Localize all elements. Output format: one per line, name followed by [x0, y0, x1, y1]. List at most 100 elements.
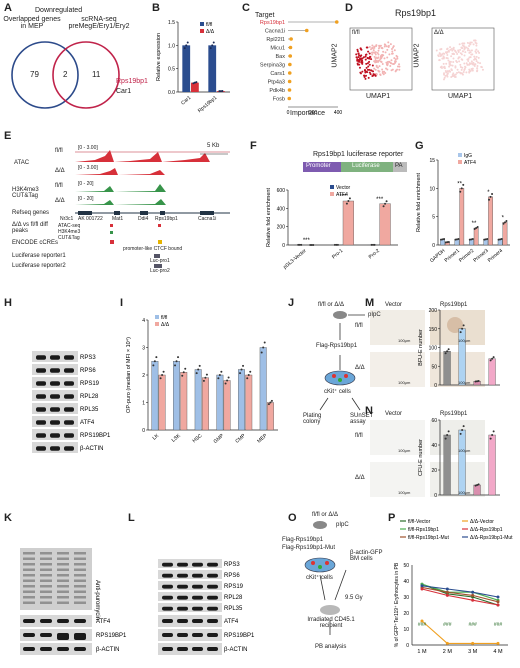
legend-label: Δ/Δ-Rps19bp1-Mut: [470, 535, 513, 541]
panel-c-axes: Rps19bp1 Cacna1i Rpl22l1 Micu1 Bax Serpina3g C…: [260, 20, 342, 116]
umap2-label-right: UMAP2: [413, 43, 421, 68]
bar: [473, 227, 479, 246]
lollipop-head: [289, 37, 293, 41]
legend-label: fl/fl: [206, 22, 212, 28]
umap-cell: [452, 46, 455, 49]
protein-band: [23, 619, 35, 623]
data-point: [462, 425, 465, 428]
umap-cell: [384, 72, 387, 75]
sig-mark: *: [487, 190, 490, 196]
umap-cell: [479, 62, 482, 65]
umap-cell: [461, 44, 464, 47]
umap-cell: [392, 63, 395, 66]
umap-cell: [396, 57, 399, 60]
pa-text: PA: [395, 163, 403, 169]
panel-label-n: N: [365, 405, 373, 417]
track-refseq: Refseq genes: [12, 210, 50, 216]
blot-strip: [20, 615, 92, 627]
umap-cell: [364, 55, 367, 58]
data-point: [373, 243, 376, 246]
umap-cell: [477, 50, 480, 53]
x-tick-label: pGL3-Vector: [282, 248, 308, 271]
data-point: [459, 190, 462, 193]
blot-label: ATF4: [96, 619, 111, 625]
protein-band: [50, 433, 60, 438]
data-point: [246, 377, 249, 380]
protein-label: RPS3: [80, 355, 96, 361]
panel-label-j: J: [288, 297, 295, 309]
umap-cell: [368, 46, 371, 49]
y-tick-label: 15: [429, 158, 435, 164]
feature-label: Rpl22l1: [266, 37, 285, 43]
umap-cell: [394, 58, 397, 61]
umap-cell: [393, 49, 396, 52]
smear-band: [23, 557, 35, 560]
bar: [502, 222, 508, 246]
y-axis-label: OP-puro (median of MFI × 10⁴): [125, 337, 132, 413]
diff-atac: ATAC-seq: [58, 223, 81, 229]
umap-cell: [360, 57, 363, 60]
h3k4me3-dd-peaks: [75, 199, 230, 205]
umap-cell: [356, 58, 359, 61]
umap-cell: [448, 65, 451, 68]
y-axis-label: % of GFP⁺Ter119⁺ Erythrocytes in PB: [394, 562, 400, 647]
protein-band: [177, 633, 188, 637]
smear-band: [74, 574, 86, 577]
data-point: [468, 238, 471, 241]
umap-cell: [476, 67, 479, 70]
protein-band: [40, 633, 52, 637]
umap-cell: [393, 57, 396, 60]
legend-swatch: [330, 192, 334, 196]
data-point: [491, 357, 494, 360]
data-point: [497, 238, 500, 241]
umap-cell: [475, 48, 478, 51]
umap-cell: [368, 63, 371, 66]
feature-label: Micu1: [270, 46, 285, 52]
umap-cell: [439, 54, 442, 57]
x-tick-label: Primer2: [458, 248, 475, 264]
umap-cell: [451, 52, 454, 55]
data-point: [372, 243, 375, 246]
umap-cell: [478, 51, 481, 54]
series-line: [421, 586, 499, 603]
umap-cell: [470, 49, 473, 52]
umap-cell: [385, 63, 388, 66]
protein-band: [192, 573, 203, 578]
sig-mark: ###: [443, 622, 452, 628]
blot-strip: [158, 643, 222, 655]
bar: [194, 369, 202, 431]
protein-label: RPL28: [224, 595, 243, 601]
smear-band: [74, 552, 86, 555]
data-point: [193, 81, 196, 84]
lollipop-head: [304, 28, 309, 33]
data-point: [209, 47, 212, 50]
protein-band: [162, 562, 173, 567]
umap-cell: [456, 61, 459, 64]
umap-cell: [474, 50, 477, 53]
bar: [443, 434, 451, 496]
protein-band: [23, 633, 35, 637]
y-axis-label: Relative expression: [156, 33, 162, 81]
data-point: [240, 368, 243, 371]
protein-band: [40, 619, 52, 623]
protein-band: [36, 420, 46, 425]
umap-cell: [446, 47, 449, 50]
umap-cell: [366, 62, 369, 65]
bar: [180, 372, 188, 431]
legend-label: Δ/Δ: [206, 29, 215, 35]
blot-l: RPS3 RPS6 RPS19 RPL28 RPL35 ATF4 RPS19BP1 β-ACT…: [158, 559, 255, 655]
series-point: [445, 641, 449, 645]
umap-cell: [452, 61, 455, 64]
bar: [245, 374, 253, 431]
smear-band: [40, 590, 52, 593]
data-point: [459, 331, 462, 334]
venn-left-count: 79: [30, 70, 39, 79]
legend-label: Vector: [336, 185, 351, 191]
protein-band: [64, 355, 74, 360]
y-tick-label: 0: [434, 493, 437, 499]
j-cells: cKit⁺ cells: [324, 389, 351, 395]
x-tick-label: CMP: [234, 433, 247, 445]
umap-cell: [357, 56, 360, 59]
y-tick-label: 100: [429, 346, 438, 352]
venn-mid-count: 2: [63, 70, 68, 79]
